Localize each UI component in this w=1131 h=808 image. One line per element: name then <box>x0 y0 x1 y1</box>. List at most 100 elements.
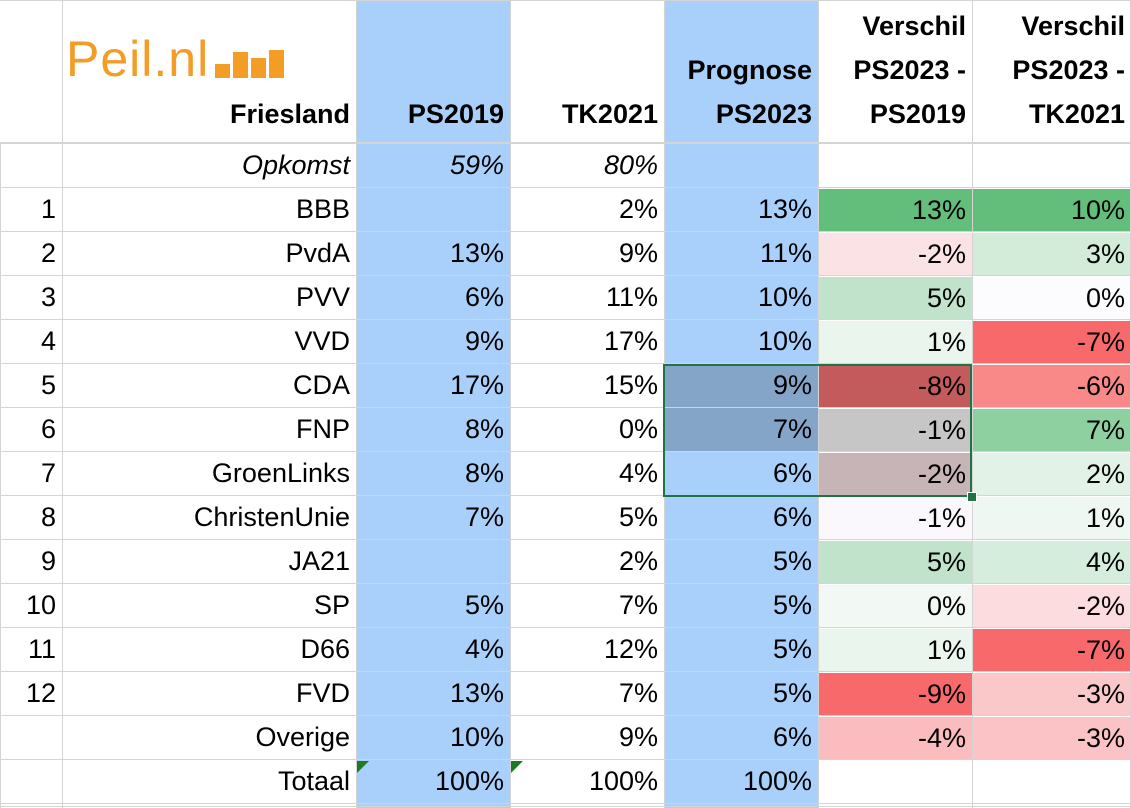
totaal-label[interactable]: Totaal <box>277 766 350 796</box>
fill-handle[interactable] <box>967 492 977 502</box>
party-name-cell[interactable]: ChristenUnie <box>193 502 350 532</box>
verschil-tk2021-cell[interactable]: -3% <box>973 717 1131 760</box>
header-tk2021[interactable]: TK2021 <box>510 0 664 142</box>
header-region[interactable]: Friesland <box>62 0 356 142</box>
ps2019-cell[interactable]: 4% <box>464 634 504 664</box>
ps2019-cell[interactable]: 8% <box>464 414 504 444</box>
prognose-cell[interactable]: 5% <box>772 634 812 664</box>
rank-cell[interactable]: 5 <box>40 370 56 400</box>
ps2019-cell[interactable]: 17% <box>449 370 504 400</box>
ps2019-cell[interactable]: 6% <box>464 282 504 312</box>
party-name-cell[interactable]: CDA <box>292 370 350 400</box>
header-prognose[interactable]: Prognose PS2023 <box>664 0 818 142</box>
header-ps2019[interactable]: PS2019 <box>356 0 510 142</box>
verschil-ps2019-cell[interactable]: 13% <box>819 189 972 232</box>
tk2021-cell[interactable]: 17% <box>603 326 658 356</box>
verschil-tk2021-cell[interactable]: 3% <box>973 233 1131 276</box>
prognose-cell[interactable]: 5% <box>772 678 812 708</box>
prognose-cell[interactable]: 11% <box>759 238 812 268</box>
verschil-ps2019-cell[interactable]: -8% <box>819 365 972 408</box>
tk2021-cell[interactable]: 7% <box>618 590 658 620</box>
ps2019-cell[interactable]: 10% <box>449 722 504 752</box>
tk2021-cell[interactable]: 0% <box>618 414 658 444</box>
verschil-ps2019-cell[interactable]: -4% <box>819 717 972 760</box>
verschil-ps2019-cell[interactable]: 1% <box>819 321 972 364</box>
rank-cell[interactable]: 8 <box>40 502 56 532</box>
tk2021-cell[interactable]: 15% <box>603 370 658 400</box>
opkomst-label[interactable]: Opkomst <box>241 150 350 180</box>
rank-cell[interactable]: 2 <box>40 238 56 268</box>
party-name-cell[interactable]: SP <box>313 590 350 620</box>
ps2019-cell[interactable]: 13% <box>449 238 504 268</box>
verschil-ps2019-cell[interactable]: 1% <box>819 629 972 672</box>
error-indicator-icon[interactable] <box>511 761 523 773</box>
rank-cell[interactable]: 4 <box>40 326 56 356</box>
ps2019-cell[interactable]: 9% <box>464 326 504 356</box>
tk2021-cell[interactable]: 11% <box>605 282 658 312</box>
tk2021-cell[interactable]: 7% <box>618 678 658 708</box>
party-name-cell[interactable]: FVD <box>296 678 350 708</box>
totaal-ps2019[interactable]: 100% <box>434 766 504 796</box>
party-name-cell[interactable]: Overige <box>255 722 350 752</box>
verschil-ps2019-cell[interactable]: -2% <box>819 453 972 496</box>
tk2021-cell[interactable]: 4% <box>618 458 658 488</box>
verschil-tk2021-cell[interactable]: -6% <box>973 365 1131 408</box>
tk2021-cell[interactable]: 2% <box>618 546 658 576</box>
verschil-tk2021-cell[interactable]: -3% <box>973 673 1131 716</box>
verschil-tk2021-cell[interactable]: -2% <box>973 585 1131 628</box>
prognose-cell[interactable]: 6% <box>772 502 812 532</box>
rank-cell[interactable]: 1 <box>40 194 56 224</box>
party-name-cell[interactable]: PVV <box>295 282 350 312</box>
rank-cell[interactable]: 6 <box>40 414 56 444</box>
rank-cell[interactable]: 12 <box>25 678 56 708</box>
prognose-cell[interactable]: 6% <box>772 458 812 488</box>
prognose-cell[interactable]: 13% <box>757 194 812 224</box>
prognose-cell[interactable]: 6% <box>772 722 812 752</box>
ps2019-cell[interactable] <box>356 540 510 584</box>
rank-cell[interactable]: 10 <box>25 590 56 620</box>
verschil-ps2019-cell[interactable]: 0% <box>819 585 972 628</box>
verschil-tk2021-cell[interactable]: 7% <box>973 409 1131 452</box>
rank-cell[interactable]: 7 <box>40 458 56 488</box>
tk2021-cell[interactable]: 5% <box>618 502 658 532</box>
totaal-prognose[interactable]: 100% <box>742 766 812 796</box>
party-name-cell[interactable]: JA21 <box>288 546 350 576</box>
opkomst-ps2019[interactable]: 59% <box>449 150 504 180</box>
prognose-cell[interactable]: 5% <box>772 546 812 576</box>
verschil-ps2019-cell[interactable]: 5% <box>819 541 972 584</box>
party-name-cell[interactable]: D66 <box>300 634 350 664</box>
party-name-cell[interactable]: BBB <box>295 194 350 224</box>
rank-cell[interactable] <box>0 716 62 760</box>
verschil-ps2019-cell[interactable]: -9% <box>819 673 972 716</box>
opkomst-tk2021[interactable]: 80% <box>603 150 658 180</box>
header-verschil-ps2019[interactable]: Verschil PS2023 - PS2019 <box>818 0 972 142</box>
rank-cell[interactable]: 3 <box>40 282 56 312</box>
tk2021-cell[interactable]: 9% <box>618 722 658 752</box>
verschil-ps2019-cell[interactable]: -1% <box>819 409 972 452</box>
verschil-tk2021-cell[interactable]: 2% <box>973 453 1131 496</box>
totaal-tk2021[interactable]: 100% <box>588 766 658 796</box>
prognose-cell[interactable]: 5% <box>772 590 812 620</box>
verschil-ps2019-cell[interactable]: -2% <box>819 233 972 276</box>
prognose-cell[interactable]: 10% <box>757 326 812 356</box>
party-name-cell[interactable]: FNP <box>296 414 350 444</box>
verschil-tk2021-cell[interactable]: -7% <box>973 629 1131 672</box>
opkomst-rank[interactable] <box>0 144 62 188</box>
verschil-tk2021-cell[interactable]: 0% <box>973 277 1131 320</box>
error-indicator-icon[interactable] <box>357 761 369 773</box>
verschil-tk2021-cell[interactable]: 10% <box>973 189 1131 232</box>
header-verschil-tk2021[interactable]: Verschil PS2023 - TK2021 <box>972 0 1131 142</box>
prognose-cell[interactable]: 9% <box>772 370 812 400</box>
verschil-tk2021-cell[interactable]: -7% <box>973 321 1131 364</box>
verschil-ps2019-cell[interactable]: -1% <box>819 497 972 540</box>
tk2021-cell[interactable]: 12% <box>603 634 658 664</box>
prognose-cell[interactable]: 7% <box>772 414 812 444</box>
rank-cell[interactable]: 9 <box>40 546 56 576</box>
ps2019-cell[interactable]: 13% <box>449 678 504 708</box>
prognose-cell[interactable]: 10% <box>757 282 812 312</box>
tk2021-cell[interactable]: 9% <box>618 238 658 268</box>
ps2019-cell[interactable]: 8% <box>464 458 504 488</box>
tk2021-cell[interactable]: 2% <box>618 194 658 224</box>
rank-cell[interactable]: 11 <box>27 634 56 664</box>
